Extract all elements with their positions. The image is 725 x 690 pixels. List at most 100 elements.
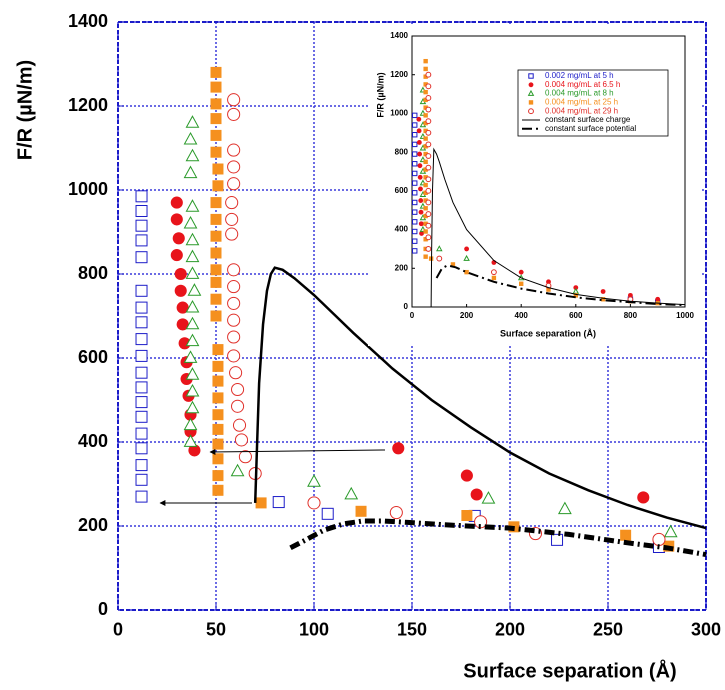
marker [412,219,418,225]
marker [212,375,224,387]
legend-label: 0.004 mg/mL at 6.5 h [545,80,620,89]
curve [430,147,686,308]
marker [425,199,432,206]
marker [135,333,148,346]
marker [490,269,497,276]
marker [227,349,241,363]
marker [425,129,432,136]
marker [518,269,524,275]
marker [210,276,222,288]
marker [423,89,428,95]
marker [272,496,285,509]
marker [425,187,432,194]
marker [170,196,183,209]
marker [307,474,321,487]
marker [321,507,334,520]
marker [425,222,432,229]
marker [210,264,222,276]
marker [425,176,432,183]
marker [238,450,252,464]
marker [178,337,191,350]
marker [450,262,456,267]
marker [135,473,148,486]
marker [185,266,200,279]
marker [423,151,428,157]
marker [135,190,148,203]
x-tick-label: 300 [691,620,721,640]
marker [573,285,579,291]
marker [210,230,222,242]
x-tick-label: 600 [569,311,583,320]
marker [425,153,432,159]
marker [210,247,222,259]
marker [416,116,422,122]
marker [210,129,222,141]
marker [185,199,200,212]
x-tick-label: 400 [515,311,529,320]
y-tick-label: 800 [395,147,409,156]
marker [412,209,418,215]
plot-border [117,21,707,611]
marker [425,164,432,171]
marker [425,118,432,125]
marker [527,89,535,96]
marker [418,186,423,192]
x-tick-label: 800 [624,311,638,320]
x-tick-label: 100 [299,620,329,640]
marker [135,396,148,409]
marker [188,444,201,457]
y-tick-label: 400 [395,225,409,234]
marker [185,148,200,162]
y-tick-label: 0 [404,302,409,311]
marker [210,66,222,78]
marker [412,132,418,138]
marker [210,293,222,305]
marker [423,97,428,103]
x-tick-label: 200 [460,311,474,320]
marker [423,144,428,149]
marker [412,238,418,244]
marker [229,366,243,380]
marker [212,484,224,496]
curve [435,264,686,307]
marker [436,255,443,262]
marker [170,213,183,226]
marker [412,190,418,196]
marker [423,221,428,226]
marker [389,506,403,520]
marker [423,167,428,172]
inset-y-axis-title: F/R (µN/m) [375,72,385,117]
marker [425,246,432,252]
marker [418,221,424,227]
marker [620,529,632,541]
marker [412,228,418,235]
y-tick-label: 200 [78,515,108,535]
marker [227,330,241,344]
marker [423,113,428,118]
marker [307,496,321,510]
x-tick-label: 200 [495,620,525,640]
marker [174,284,187,297]
x-tick-label: 1000 [676,311,694,320]
marker [176,318,189,331]
marker [551,533,564,546]
marker [528,108,534,115]
y-tick-label: 1200 [390,70,408,79]
y-axis-title: F/R (µN/m) [14,60,36,160]
marker [183,434,198,447]
marker [212,392,224,404]
marker [419,231,424,236]
y-tick-label: 800 [78,263,108,283]
marker [423,229,428,234]
marker [210,113,222,125]
marker [231,399,245,413]
legend-label: constant surface potential [545,124,636,133]
marker [212,470,224,482]
marker [600,297,606,302]
marker [227,93,241,107]
marker [230,463,245,477]
marker [423,74,428,79]
y-tick-label: 1400 [68,11,108,31]
marker [135,284,148,297]
marker [425,211,432,218]
